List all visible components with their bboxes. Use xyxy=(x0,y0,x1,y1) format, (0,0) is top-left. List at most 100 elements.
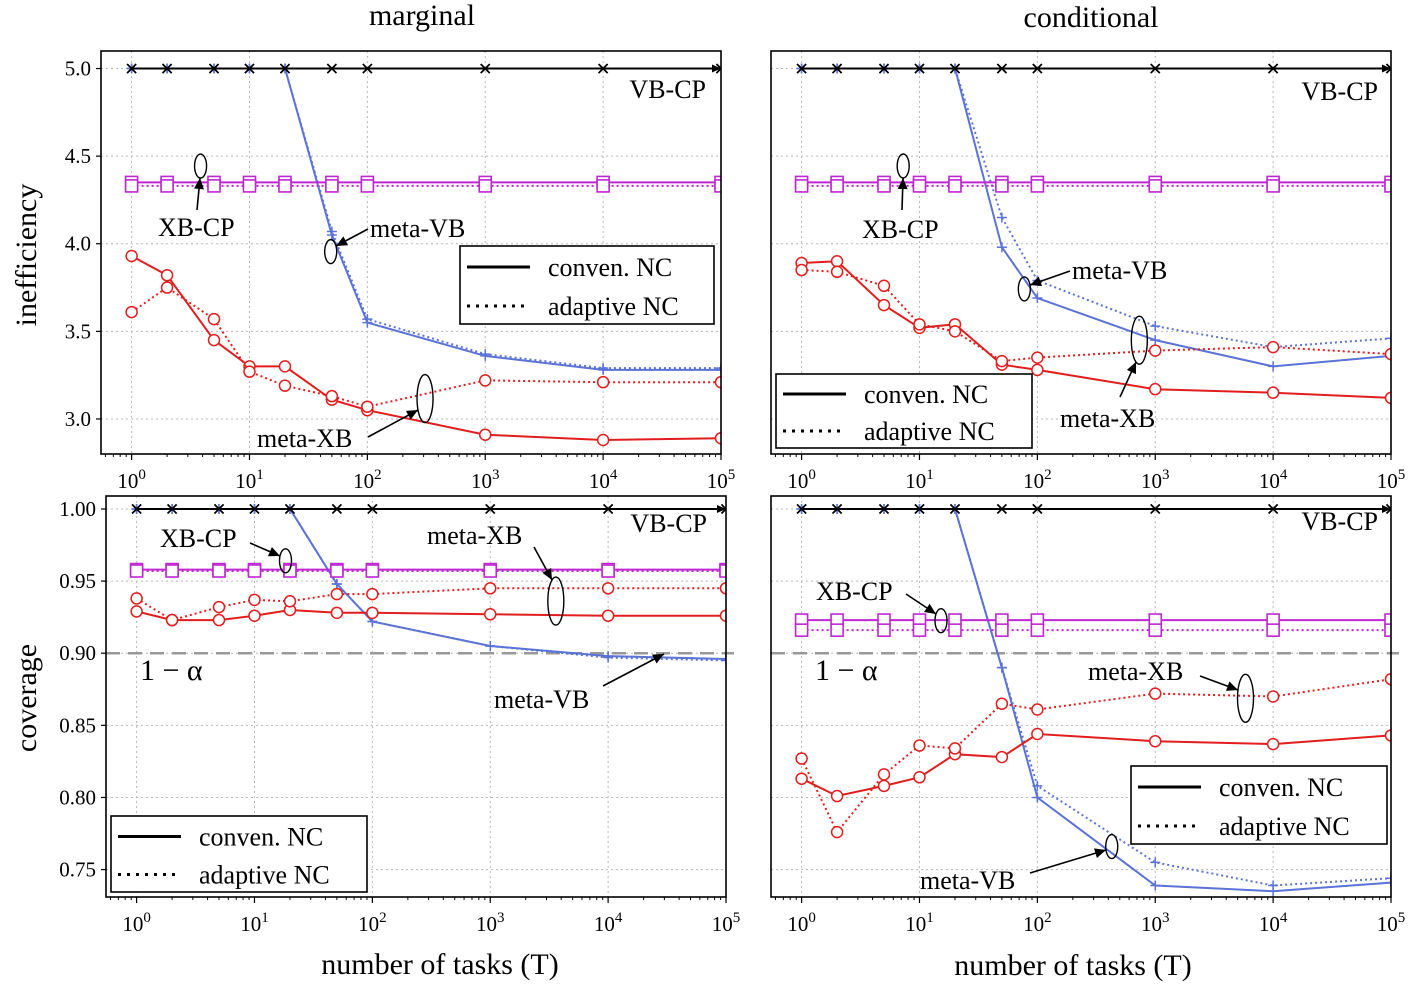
marker-metaxb-adaptive-5 xyxy=(995,697,1009,710)
xtick-label-5: 105 xyxy=(712,910,741,936)
marker-vbcp-adaptive-4 xyxy=(949,503,961,515)
marker-xbcp-adaptive-7 xyxy=(478,179,493,193)
ytick-label-3: 0.90 xyxy=(59,641,96,665)
annot-xb-cp: XB-CP xyxy=(160,524,237,553)
marker-metaxb-adaptive-2 xyxy=(207,312,221,326)
marker-xbcp-adaptive-6 xyxy=(1030,623,1045,637)
marker-metaxb-conven-1 xyxy=(160,269,174,282)
marker-metaxb-adaptive-9 xyxy=(714,375,721,389)
marker-metaxb-adaptive-1 xyxy=(830,825,844,839)
marker-xbcp-adaptive-3 xyxy=(912,179,927,193)
annot-xb-cp-bracket xyxy=(193,153,208,179)
marker-metaxb-adaptive-7 xyxy=(483,582,497,595)
marker-vbcp-adaptive-6 xyxy=(1032,63,1043,74)
legend: conven. NC adaptive NC xyxy=(110,815,368,893)
marker-vbcp-adaptive-5 xyxy=(996,63,1007,74)
annot-meta-xb-bracket xyxy=(1130,315,1149,365)
annot-meta-xb: meta-XB xyxy=(1088,657,1183,686)
marker-metaxb-conven-7 xyxy=(1148,734,1162,748)
legend-box xyxy=(110,815,368,893)
marker-metavb-adaptive-6 xyxy=(362,314,373,325)
xtick-label-5: 105 xyxy=(1377,910,1406,936)
marker-metaxb-conven-3 xyxy=(913,771,926,784)
marker-metaxb-conven-2 xyxy=(877,298,891,312)
marker-vbcp-adaptive-9 xyxy=(720,503,726,515)
marker-vbcp-adaptive-0 xyxy=(796,503,807,515)
marker-vbcp-adaptive-1 xyxy=(832,63,843,74)
annot-meta-xb: meta-XB xyxy=(1060,404,1155,433)
target-label: 1 − α xyxy=(140,654,203,687)
marker-xbcp-adaptive-3 xyxy=(242,179,257,193)
series-group xyxy=(794,503,1391,897)
marker-xbcp-adaptive-8 xyxy=(1266,179,1280,193)
marker-metaxb-conven-3 xyxy=(248,609,261,622)
marker-metavb-adaptive-8 xyxy=(1268,880,1279,891)
marker-metaxb-adaptive-4 xyxy=(948,742,962,755)
marker-xbcp-adaptive-1 xyxy=(830,623,844,637)
marker-metaxb-adaptive-9 xyxy=(1384,347,1391,361)
marker-vbcp-adaptive-1 xyxy=(832,503,843,515)
marker-metaxb-conven-8 xyxy=(596,433,610,447)
marker-vbcp-adaptive-0 xyxy=(131,503,142,515)
marker-vbcp-adaptive-6 xyxy=(367,503,378,515)
marker-metaxb-conven-7 xyxy=(478,428,492,441)
marker-metavb-adaptive-7 xyxy=(485,641,496,652)
marker-metaxb-conven-0 xyxy=(125,249,138,263)
xtick-label-3: 103 xyxy=(471,467,500,493)
marker-metaxb-conven-6 xyxy=(366,606,379,620)
annot-xb-cp-bracket xyxy=(278,548,293,574)
xtick-label-0: 100 xyxy=(787,910,816,936)
xtick-label-5: 105 xyxy=(707,467,736,493)
marker-metaxb-adaptive-8 xyxy=(1266,340,1280,354)
marker-xbcp-adaptive-6 xyxy=(360,179,375,193)
marker-metavb-conven-7 xyxy=(1150,335,1161,346)
ytick-label-1: 3.5 xyxy=(65,319,91,343)
xtick-label-2: 102 xyxy=(353,467,382,493)
annot-xb-cp-arrow-head xyxy=(897,178,908,190)
marker-vbcp-adaptive-9 xyxy=(715,63,721,74)
legend-solid-label: conven. NC xyxy=(1219,773,1343,802)
marker-metavb-conven-9 xyxy=(1386,877,1391,888)
marker-metaxb-adaptive-8 xyxy=(601,582,615,595)
xtick-label-0: 100 xyxy=(117,467,146,493)
marker-metaxb-adaptive-2 xyxy=(877,768,891,781)
xtick-label-2: 102 xyxy=(1023,467,1052,493)
marker-vbcp-adaptive-7 xyxy=(485,503,496,515)
legend-dotted-label: adaptive NC xyxy=(864,417,995,446)
annot-meta-xb-bracket xyxy=(1236,673,1255,723)
xlabel-left: number of tasks (T) xyxy=(321,948,558,981)
marker-vbcp-adaptive-7 xyxy=(1150,63,1161,74)
xlabel-right: number of tasks (T) xyxy=(954,949,1191,982)
legend-dotted-label: adaptive NC xyxy=(548,292,679,321)
marker-metaxb-conven-8 xyxy=(601,609,615,622)
marker-xbcp-adaptive-8 xyxy=(1266,623,1280,637)
marker-metavb-adaptive-9 xyxy=(1386,333,1391,344)
xtick-label-3: 103 xyxy=(1141,467,1170,493)
marker-xbcp-adaptive-4 xyxy=(278,179,292,193)
marker-metaxb-conven-0 xyxy=(795,772,808,785)
annot-xb-cp-arrow-head xyxy=(267,547,280,557)
marker-vbcp-adaptive-8 xyxy=(1268,503,1279,515)
annot-meta-xb-arrow-head xyxy=(1225,681,1238,691)
panel-bottom-left: 0.75 0.80 0.85 0.90 0.95 1.00 100 101 102 103 104 1… xyxy=(59,495,741,936)
marker-vbcp-adaptive-2 xyxy=(208,63,220,74)
marker-metaxb-adaptive-7 xyxy=(1148,687,1162,700)
marker-metavb-conven-6 xyxy=(1032,293,1043,304)
marker-metaxb-conven-6 xyxy=(1031,727,1044,741)
marker-metavb-conven-8 xyxy=(1268,361,1279,372)
marker-vbcp-adaptive-0 xyxy=(126,63,137,74)
marker-metavb-adaptive-7 xyxy=(480,349,491,360)
marker-xbcp-adaptive-0 xyxy=(129,564,144,578)
annot-meta-xb-arrow-head xyxy=(1126,362,1136,375)
marker-xbcp-adaptive-2 xyxy=(207,179,221,193)
marker-metaxb-conven-5 xyxy=(330,606,344,620)
marker-vbcp-adaptive-5 xyxy=(326,63,337,74)
marker-xbcp-adaptive-4 xyxy=(948,623,962,637)
marker-xbcp-adaptive-7 xyxy=(483,564,498,578)
vbcp-end-arrow xyxy=(712,64,721,73)
marker-xbcp-adaptive-3 xyxy=(247,564,262,578)
series-group xyxy=(124,63,721,447)
marker-metaxb-adaptive-8 xyxy=(1266,690,1280,703)
ylabel-coverage: coverage xyxy=(10,644,43,752)
marker-metaxb-adaptive-1 xyxy=(160,281,174,294)
